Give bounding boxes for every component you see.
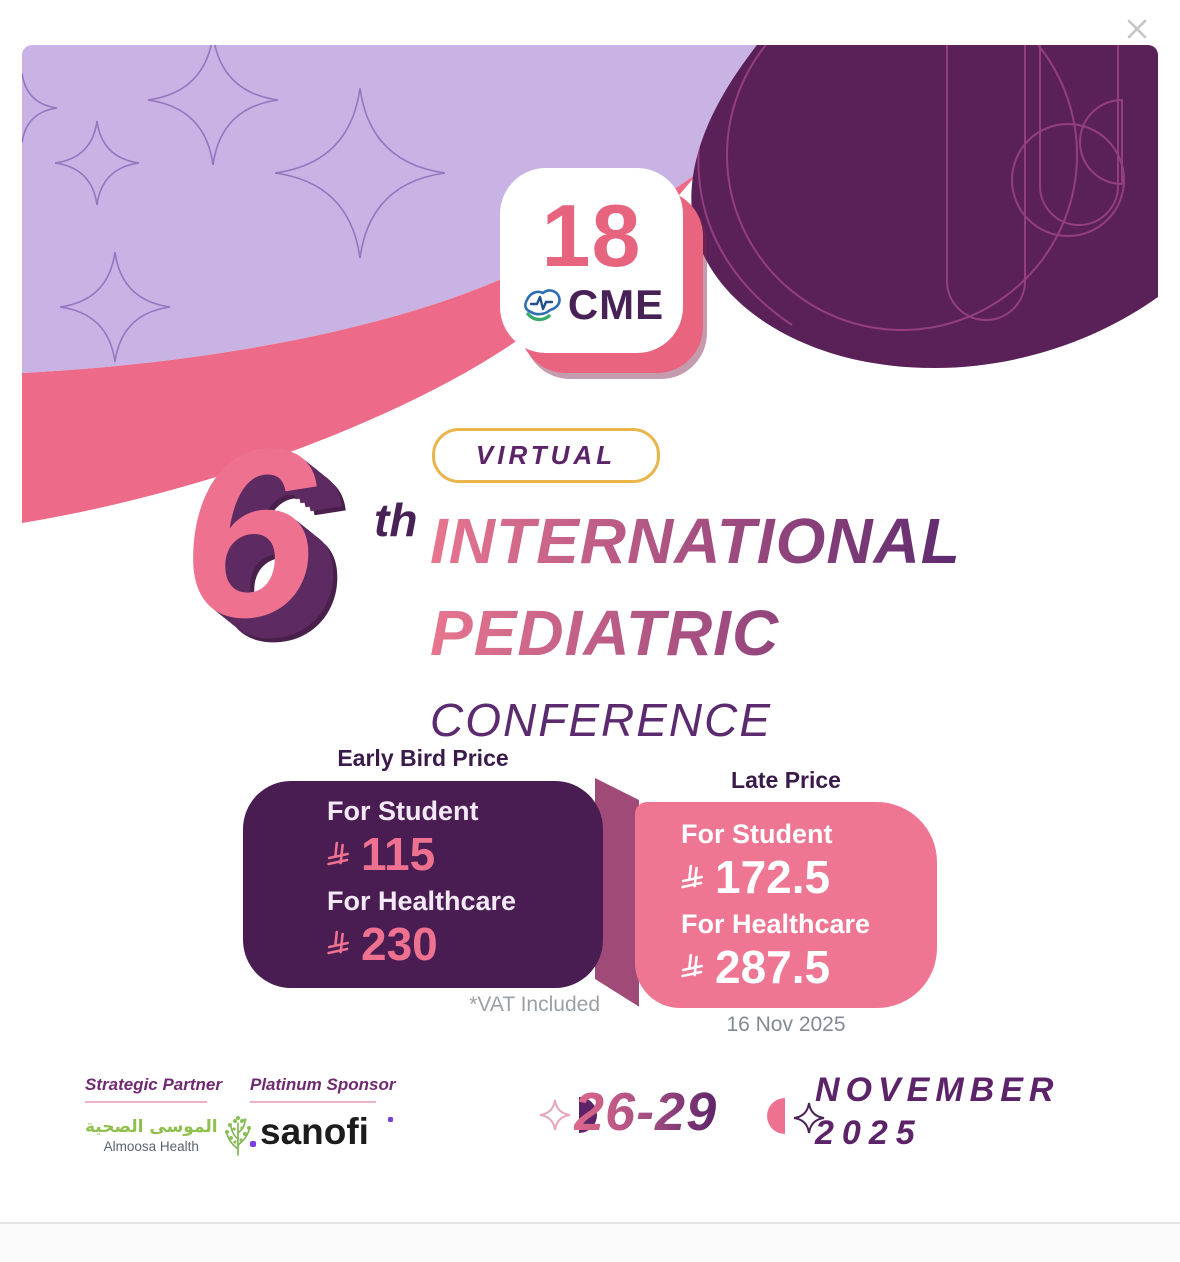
event-month: NOVEMBER (815, 1071, 1060, 1109)
price-row-label: For Student (681, 819, 833, 849)
saudi-riyal-icon (681, 953, 703, 978)
event-year: 2025 (815, 1114, 923, 1152)
blob-line-circle (1011, 123, 1125, 237)
date-decor-right (767, 1098, 825, 1134)
divider (85, 1101, 207, 1103)
blob-line-capsule (946, 45, 1026, 321)
sparkle-outline-icon (539, 1099, 571, 1131)
almoosa-english-name: Almoosa Health (103, 1138, 199, 1154)
half-disc-icon (767, 1098, 785, 1134)
sparkle-icon (274, 87, 446, 259)
price-row-value: 172.5 (681, 853, 937, 902)
sparkle-icon (54, 120, 140, 206)
strategic-partner-block: Strategic Partner الموسى الصحية Almoosa … (85, 1075, 253, 1157)
saudi-cme-heartbeat-icon (523, 289, 561, 322)
modal-footer-area (0, 1224, 1180, 1262)
pink-wave-shape (22, 45, 822, 523)
blob-line-circle (726, 45, 1078, 331)
half-disc-icon (579, 1097, 597, 1133)
close-icon (1127, 19, 1147, 39)
sparkle-icon (22, 72, 58, 144)
event-title: INTERNATIONAL PEDIATRIC CONFERENCE (430, 495, 961, 747)
decorative-background (22, 45, 1158, 523)
edition-suffix: th (374, 494, 418, 546)
strategic-partner-label: Strategic Partner (85, 1075, 222, 1094)
sparkle-icon (59, 251, 171, 363)
blob-line-halfdisc (1079, 98, 1123, 186)
early-bird-title: Early Bird Price (337, 745, 509, 771)
cme-badge: 18 CME (500, 168, 683, 353)
virtual-badge: VIRTUAL (432, 428, 660, 483)
platinum-sponsor-label: Platinum Sponsor (250, 1075, 396, 1094)
date-decor-left (539, 1097, 597, 1133)
price-row-value: 115 (327, 830, 603, 879)
conference-poster: 18 CME VIRTUAL 6 th INTERNATIONAL PEDIAT… (22, 45, 1158, 1210)
event-month-year: NOVEMBER 2025 (815, 1071, 1059, 1153)
late-price-deadline: 16 Nov 2025 (726, 1013, 846, 1036)
early-bird-card: For Student 115 For Healthcare 230 (243, 781, 603, 988)
cme-credits: 18 (541, 185, 642, 285)
virtual-badge-label: VIRTUAL (475, 440, 617, 470)
almoosa-arabic-name: الموسى الصحية (85, 1117, 218, 1138)
cme-label: CME (567, 281, 665, 329)
price-row-value: 230 (327, 920, 603, 968)
sparkle-icon (147, 45, 279, 166)
title-line-1: INTERNATIONAL (430, 495, 961, 587)
tree-icon (224, 1116, 251, 1156)
sanofi-logo: sanofi (249, 1113, 395, 1150)
event-days: 26-29 (574, 1082, 718, 1142)
sparkle-outline-icon (793, 1102, 825, 1134)
price-row-label: For Student (327, 796, 479, 826)
divider (250, 1101, 376, 1103)
late-price-card: For Student 172.5 For Healthcare 287.5 (635, 802, 937, 1008)
close-button[interactable] (1122, 14, 1152, 44)
lavender-shape (22, 45, 822, 373)
purple-blob-shape (691, 45, 1158, 369)
modal-footer-divider (0, 1222, 1180, 1224)
saudi-riyal-icon (681, 864, 703, 888)
almoosa-health-logo: الموسى الصحية Almoosa Health (85, 1115, 253, 1157)
platinum-sponsor-block: Platinum Sponsor sanofi (249, 1075, 396, 1150)
saudi-riyal-icon (327, 841, 349, 865)
late-price-title: Late Price (731, 767, 841, 793)
saudi-riyal-icon (327, 930, 349, 955)
edition-number: 6 (182, 399, 316, 667)
price-row-label: For Healthcare (327, 885, 517, 916)
price-row-label: For Healthcare (681, 908, 871, 939)
title-line-3: CONFERENCE (430, 694, 773, 747)
vat-note: *VAT Included (469, 993, 600, 1016)
title-line-2: PEDIATRIC (430, 587, 961, 679)
price-row-value: 287.5 (681, 943, 937, 991)
